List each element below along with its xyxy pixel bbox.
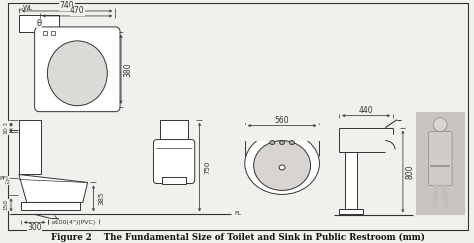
- Text: θ: θ: [36, 19, 42, 28]
- Ellipse shape: [433, 118, 447, 132]
- Ellipse shape: [279, 165, 285, 170]
- Text: 560: 560: [275, 116, 290, 125]
- FancyBboxPatch shape: [35, 27, 120, 112]
- Bar: [416, 112, 465, 215]
- Polygon shape: [19, 174, 88, 202]
- Text: 150: 150: [4, 199, 9, 210]
- Text: 10: 10: [4, 127, 9, 134]
- Bar: [162, 177, 186, 184]
- Bar: [44, 31, 47, 35]
- FancyBboxPatch shape: [428, 132, 452, 185]
- Bar: [21, 202, 80, 210]
- Ellipse shape: [47, 41, 107, 106]
- Ellipse shape: [245, 133, 319, 194]
- Text: ø100(4")(PVC): ø100(4")(PVC): [52, 220, 96, 225]
- Ellipse shape: [254, 141, 310, 191]
- Ellipse shape: [270, 141, 275, 145]
- Bar: [160, 120, 188, 145]
- Text: WL: WL: [23, 5, 33, 11]
- Ellipse shape: [280, 141, 284, 145]
- Text: SONGIR: SONGIR: [260, 166, 304, 176]
- Bar: [243, 125, 321, 141]
- Text: 80: 80: [4, 121, 9, 129]
- Bar: [19, 120, 40, 174]
- Text: 380: 380: [123, 62, 132, 77]
- Bar: [19, 15, 59, 32]
- Text: /2: /2: [5, 180, 9, 185]
- Text: PFI: PFI: [0, 176, 9, 181]
- Text: Figure 2    The Fundamental Size of Toilet and Sink in Public Restroom (mm): Figure 2 The Fundamental Size of Toilet …: [51, 233, 425, 242]
- Text: FL: FL: [234, 211, 241, 216]
- Bar: [345, 152, 357, 209]
- Text: 800: 800: [405, 164, 414, 179]
- Bar: [51, 31, 55, 35]
- Text: 440: 440: [359, 106, 374, 115]
- Text: 470: 470: [70, 7, 85, 16]
- Text: 750: 750: [204, 160, 210, 174]
- Text: 300: 300: [27, 223, 42, 232]
- Text: 385: 385: [99, 192, 104, 205]
- Ellipse shape: [290, 141, 294, 145]
- Bar: [339, 209, 363, 214]
- FancyBboxPatch shape: [154, 139, 195, 183]
- Text: 740: 740: [60, 1, 74, 10]
